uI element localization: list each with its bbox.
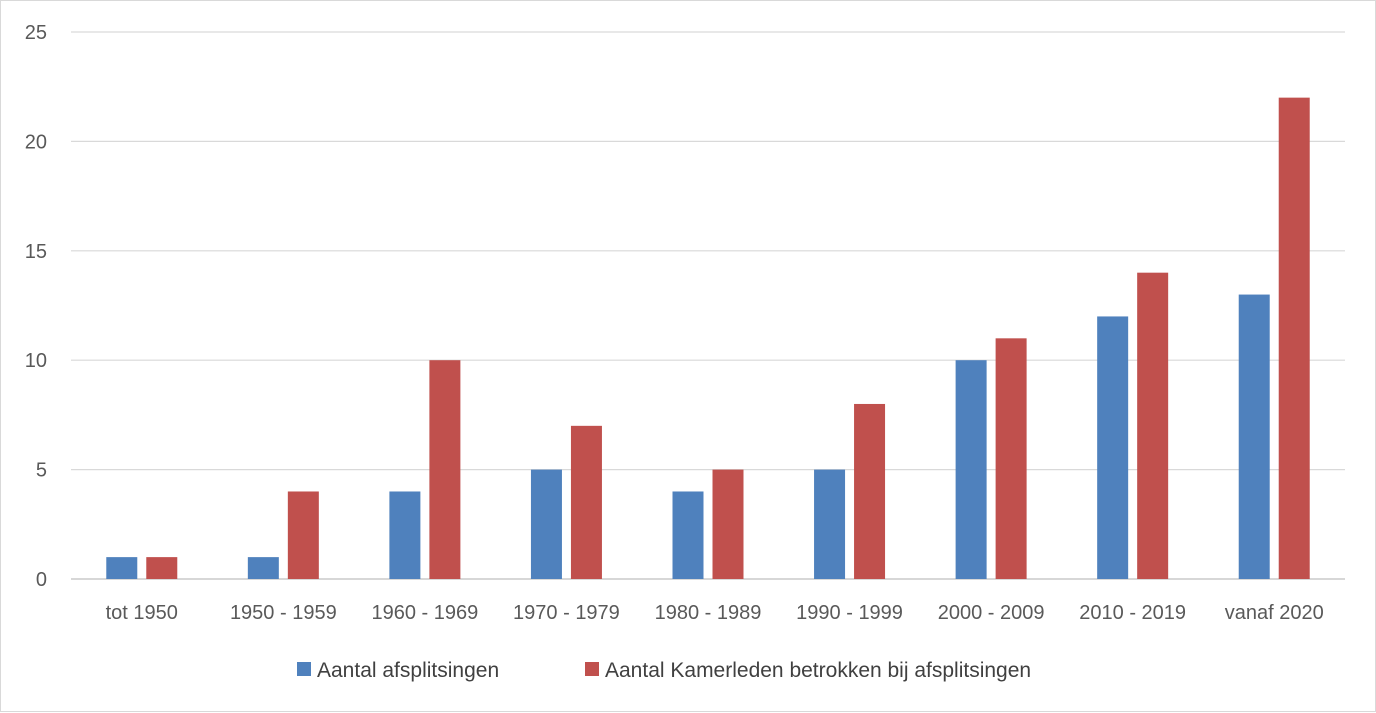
bar-kamerleden <box>146 557 178 579</box>
x-tick-label: 1960 - 1969 <box>372 602 479 624</box>
x-tick-label: 1980 - 1989 <box>655 602 762 624</box>
y-tick-label: 25 <box>25 22 47 44</box>
x-tick-label: 2000 - 2009 <box>938 602 1045 624</box>
legend-label: Aantal afsplitsingen <box>317 659 499 682</box>
bar-afsplitsingen <box>1238 294 1270 579</box>
bar-kamerleden <box>1137 272 1169 579</box>
bars <box>106 97 1310 579</box>
x-tick-label: 2010 - 2019 <box>1079 602 1186 624</box>
bar-afsplitsingen <box>1097 316 1129 579</box>
bar-kamerleden <box>1278 97 1310 579</box>
x-tick-label: 1990 - 1999 <box>796 602 903 624</box>
bar-kamerleden <box>995 338 1027 579</box>
bar-kamerleden <box>429 360 461 579</box>
bar-afsplitsingen <box>672 491 704 579</box>
bar-afsplitsingen <box>389 491 421 579</box>
y-tick-label: 20 <box>25 131 47 153</box>
bar-afsplitsingen <box>530 469 562 579</box>
bar-afsplitsingen <box>247 557 279 579</box>
legend-label: Aantal Kamerleden betrokken bij afsplits… <box>605 659 1031 682</box>
bar-afsplitsingen <box>814 469 846 579</box>
bar-afsplitsingen <box>106 557 138 579</box>
bar-kamerleden <box>854 403 886 579</box>
legend-swatch <box>297 662 311 676</box>
y-axis-ticks: 0 5 10 15 20 25 <box>25 22 47 591</box>
y-tick-label: 10 <box>25 350 47 372</box>
x-axis-ticks: tot 1950 1950 - 1959 1960 - 1969 1970 - 197… <box>106 602 1324 624</box>
bar-afsplitsingen <box>955 360 987 579</box>
legend: Aantal afsplitsingen Aantal Kamerleden be… <box>297 659 1031 682</box>
x-tick-label: vanaf 2020 <box>1225 602 1324 624</box>
legend-swatch <box>585 662 599 676</box>
bar-kamerleden <box>287 491 319 579</box>
x-tick-label: 1970 - 1979 <box>513 602 620 624</box>
bar-kamerleden <box>570 425 602 579</box>
x-tick-label: tot 1950 <box>106 602 178 624</box>
bar-kamerleden <box>712 469 744 579</box>
y-tick-label: 15 <box>25 241 47 263</box>
y-tick-label: 5 <box>36 460 47 482</box>
y-tick-label: 0 <box>36 569 47 591</box>
x-tick-label: 1950 - 1959 <box>230 602 337 624</box>
gridlines <box>71 31 1345 580</box>
